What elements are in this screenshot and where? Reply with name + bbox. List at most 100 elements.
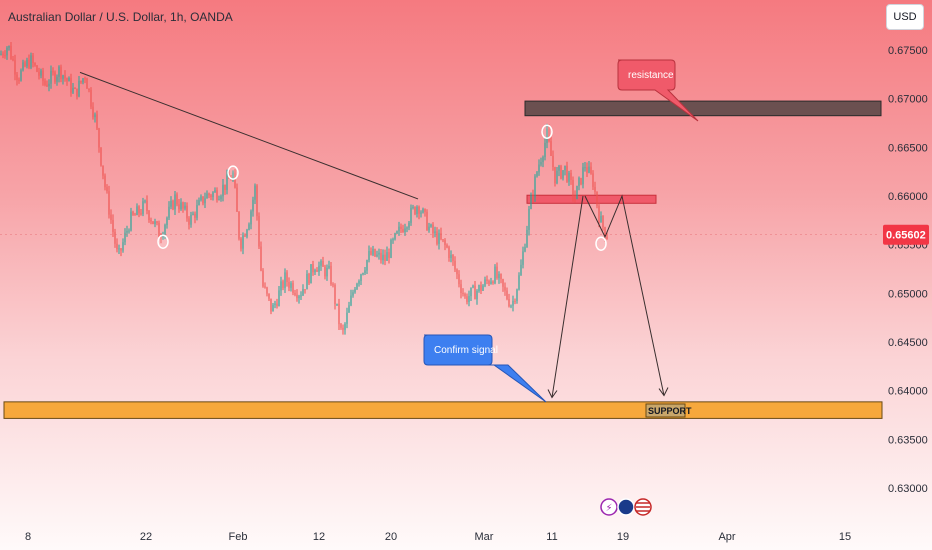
candle-body — [354, 289, 356, 293]
candle-body — [554, 166, 556, 184]
resistance-zone — [524, 100, 882, 117]
candle-body — [590, 166, 592, 174]
candle-body — [470, 287, 472, 297]
candle-body — [208, 193, 210, 196]
candle-body — [8, 45, 10, 48]
candle-body — [502, 279, 504, 287]
candle-body — [126, 230, 128, 233]
candle-body — [192, 213, 194, 215]
pivot-marker — [227, 165, 239, 180]
candle-body — [172, 200, 174, 210]
candle-body — [190, 214, 192, 225]
candle-body — [476, 290, 478, 300]
candle-body — [216, 190, 218, 200]
candle-body — [74, 88, 76, 90]
candle-body — [94, 114, 96, 118]
trend-line — [79, 71, 419, 200]
candle-body — [466, 296, 468, 303]
candle-body — [290, 283, 292, 288]
x-tick-label: Apr — [718, 531, 735, 543]
candle-body — [566, 165, 568, 182]
candle-body — [222, 184, 224, 197]
candle-body — [582, 167, 584, 185]
candle-body — [276, 303, 278, 307]
candle-body — [286, 272, 288, 283]
candle-body — [322, 261, 324, 267]
candle-body — [406, 227, 408, 229]
candle-body — [454, 260, 456, 270]
zones — [3, 100, 883, 419]
candle-body — [370, 251, 372, 255]
x-tick-label: 12 — [313, 531, 325, 543]
projection-line — [584, 194, 665, 396]
candle-body — [98, 128, 100, 148]
candle-body — [400, 226, 402, 230]
candle-body — [106, 187, 108, 192]
candle-body — [436, 231, 438, 244]
candle-body — [570, 172, 572, 180]
candle-body — [56, 76, 58, 82]
candle-body — [268, 293, 270, 299]
candle-body — [330, 265, 332, 285]
candle-body — [92, 106, 94, 118]
candle-body — [332, 284, 334, 286]
candle-body — [520, 264, 522, 276]
confirm-line — [551, 195, 584, 398]
candle-body — [210, 195, 212, 198]
candle-body — [62, 75, 64, 79]
candle-body — [196, 205, 198, 218]
candle-body — [66, 78, 68, 82]
candle-body — [464, 293, 466, 297]
candle-body — [226, 174, 228, 190]
currency-button[interactable]: USD — [886, 4, 924, 30]
event-icons: ⚡ — [600, 498, 652, 516]
y-tick-label: 0.64000 — [888, 386, 928, 398]
candle-body — [274, 303, 276, 305]
candle-body — [366, 260, 368, 271]
candle-body — [34, 62, 36, 66]
lightning-event-icon — [600, 498, 618, 516]
candle-body — [532, 194, 534, 198]
candle-body — [102, 165, 104, 176]
candle-body — [224, 184, 226, 190]
candle-body — [48, 83, 50, 87]
candle-body — [232, 172, 234, 181]
candle-body — [306, 273, 308, 290]
candle-body — [402, 229, 404, 232]
x-tick-label: 15 — [839, 531, 851, 543]
candle-body — [22, 62, 24, 71]
candle-body — [10, 45, 12, 59]
candle-body — [536, 172, 538, 177]
x-axis: 8 22 Feb 12 20 Mar 11 19 Apr 15 — [25, 531, 851, 543]
candle-body — [166, 217, 168, 226]
candle-body — [578, 177, 580, 186]
candle-body — [358, 280, 360, 284]
candle-body — [376, 254, 378, 257]
callouts: resistance Confirm signal SUPPORT — [423, 59, 699, 418]
candle-body — [142, 201, 144, 214]
candle-body — [468, 296, 470, 303]
candle-body — [178, 204, 180, 210]
candle-body — [154, 221, 156, 224]
candle-body — [472, 285, 474, 288]
candle-body — [258, 216, 260, 247]
candle-body — [282, 281, 284, 288]
candle-body — [264, 286, 266, 288]
candle-body — [484, 279, 486, 286]
candle-body — [0, 53, 2, 55]
candle-body — [28, 59, 30, 68]
candle-body — [146, 200, 148, 211]
candle-body — [260, 246, 262, 271]
candle-body — [398, 226, 400, 232]
candle-body — [458, 274, 460, 285]
candle-body — [544, 142, 546, 157]
candle-body — [220, 196, 222, 200]
candle-body — [410, 207, 412, 223]
candle-body — [580, 177, 582, 185]
candle-body — [202, 196, 204, 204]
candle-body — [64, 75, 66, 79]
candle-body — [488, 280, 490, 284]
candle-body — [522, 251, 524, 265]
candle-body — [124, 232, 126, 243]
candle-body — [480, 285, 482, 291]
